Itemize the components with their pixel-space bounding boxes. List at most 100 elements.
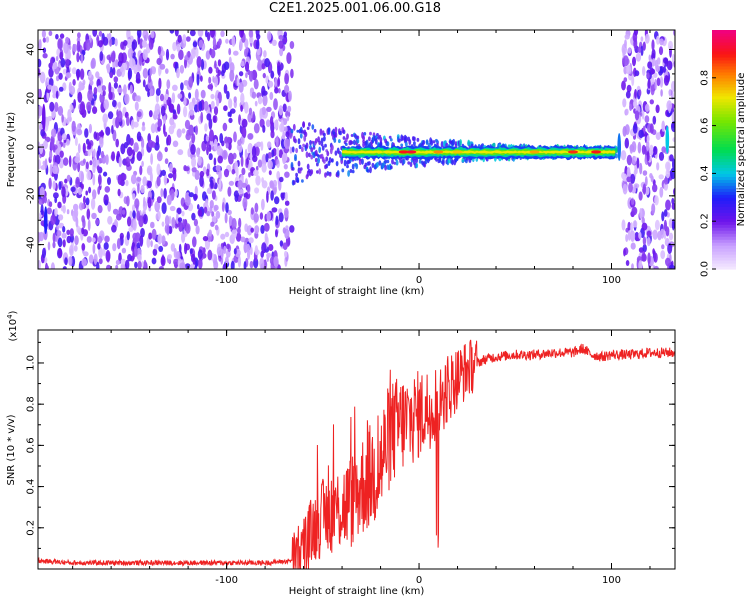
- signal-halo: [304, 131, 308, 137]
- noise-blob: [277, 77, 281, 87]
- noise-blob: [112, 208, 119, 215]
- signal-halo: [404, 136, 408, 143]
- noise-blob: [75, 176, 80, 188]
- noise-blob: [233, 190, 240, 198]
- noise-blob: [179, 262, 185, 269]
- noise-blob: [184, 119, 191, 130]
- signal-halo: [404, 141, 408, 147]
- x-tick-label: 0: [416, 575, 422, 586]
- noise-blob: [227, 142, 232, 151]
- noise-blob: [114, 219, 118, 227]
- noise-blob: [147, 180, 152, 189]
- signal-halo: [323, 135, 326, 142]
- noise-blob: [169, 163, 173, 173]
- noise-blob: [274, 77, 278, 87]
- noise-blob: [627, 47, 632, 54]
- noise-blob: [244, 148, 248, 159]
- noise-blob: [175, 212, 179, 224]
- signal-halo: [400, 143, 404, 147]
- signal-halo: [309, 140, 312, 146]
- colorbar-segment: [712, 197, 736, 201]
- noise-blob: [642, 170, 648, 176]
- noise-blob: [268, 244, 274, 251]
- noise-blob: [88, 70, 92, 78]
- noise-blob: [60, 57, 66, 68]
- noise-blob: [50, 138, 55, 151]
- noise-blob: [197, 209, 203, 217]
- noise-blob: [671, 218, 675, 231]
- noise-blob: [147, 167, 152, 174]
- noise-blob: [127, 254, 132, 262]
- noise-blob: [123, 40, 128, 46]
- noise-blob: [185, 223, 191, 234]
- signal-halo: [341, 168, 345, 173]
- colorbar-segment: [712, 101, 736, 106]
- noise-blob: [213, 106, 219, 116]
- y-tick-label: 0.6: [26, 437, 37, 453]
- colorbar-segment: [712, 191, 736, 195]
- signal-halo: [311, 124, 315, 130]
- noise-blob: [76, 128, 83, 136]
- colorbar-segment: [712, 173, 736, 177]
- noise-blob: [642, 183, 647, 195]
- noise-blob: [217, 69, 221, 76]
- noise-blob: [85, 197, 90, 206]
- signal-halo: [354, 157, 357, 161]
- noise-blob: [248, 70, 254, 82]
- noise-blob: [217, 59, 222, 67]
- noise-blob: [99, 51, 104, 62]
- noise-blob: [642, 250, 646, 261]
- noise-blob: [236, 77, 240, 87]
- noise-blob: [622, 98, 627, 108]
- noise-blob: [206, 211, 211, 217]
- signal-hotspot: [452, 150, 463, 154]
- y-tick-label: 0.8: [26, 396, 37, 412]
- noise-blob: [77, 143, 81, 154]
- noise-blob: [279, 47, 284, 57]
- signal-halo: [290, 161, 294, 169]
- noise-blob: [634, 156, 637, 162]
- noise-blob: [274, 196, 280, 205]
- signal-halo: [432, 140, 436, 144]
- noise-blob: [285, 131, 290, 138]
- noise-blob: [188, 92, 192, 99]
- noise-blob: [141, 40, 147, 48]
- noise-blob: [203, 206, 208, 214]
- noise-blob: [73, 99, 76, 109]
- noise-blob: [82, 158, 86, 164]
- noise-blob: [249, 260, 254, 269]
- noise-blob: [65, 36, 70, 44]
- colorbar-segment: [712, 167, 736, 172]
- noise-blob: [58, 86, 64, 92]
- noise-blob: [197, 30, 204, 38]
- noise-blob: [260, 224, 265, 234]
- noise-blob: [655, 104, 660, 114]
- noise-blob: [654, 78, 657, 91]
- noise-blob: [177, 217, 183, 223]
- noise-blob: [235, 232, 242, 242]
- noise-blob: [154, 243, 159, 250]
- noise-blob: [126, 116, 130, 127]
- noise-blob: [126, 38, 132, 49]
- signal-halo: [338, 139, 341, 144]
- noise-blob: [159, 93, 165, 102]
- noise-blob: [244, 48, 248, 58]
- signal-halo: [378, 160, 382, 166]
- noise-blob: [660, 250, 666, 260]
- noise-blob: [289, 146, 293, 154]
- colorbar-segment: [712, 158, 736, 163]
- noise-blob: [166, 79, 171, 90]
- colorbar-segment: [712, 134, 736, 139]
- noise-blob: [227, 186, 232, 197]
- y-tick-label: 0.2: [26, 520, 37, 536]
- noise-blob: [642, 125, 646, 134]
- noise-blob: [658, 46, 664, 56]
- noise-blob: [185, 36, 191, 42]
- noise-blob: [92, 30, 98, 37]
- signal-halo: [327, 128, 331, 135]
- noise-blob: [665, 161, 671, 171]
- colorbar-segment: [712, 128, 736, 133]
- noise-blob: [83, 195, 86, 205]
- noise-blob: [283, 163, 288, 170]
- noise-blob: [164, 146, 168, 153]
